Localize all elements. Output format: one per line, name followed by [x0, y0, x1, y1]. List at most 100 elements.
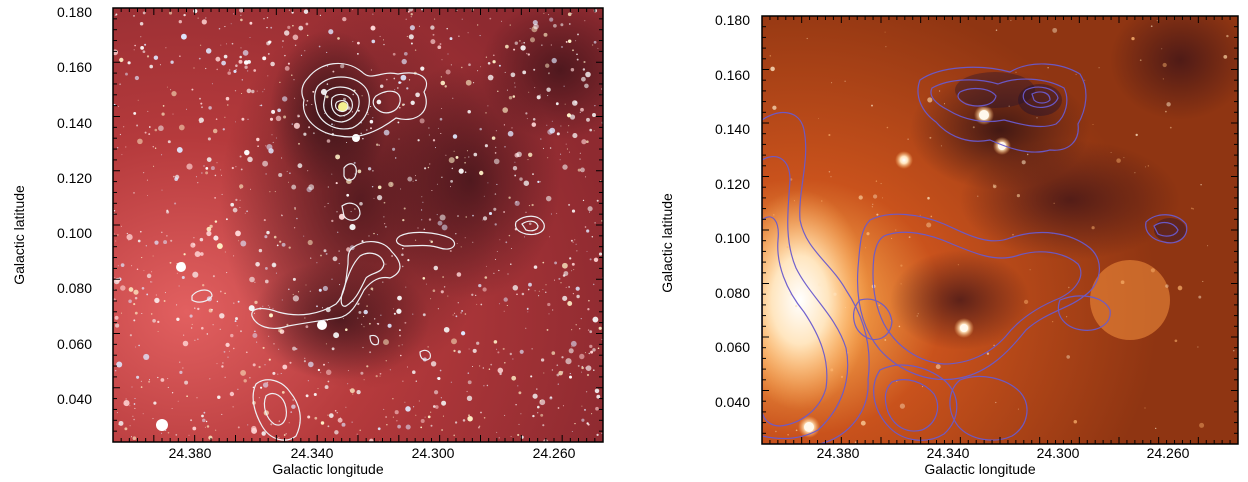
star	[451, 167, 454, 170]
star	[310, 257, 312, 259]
star	[449, 186, 452, 188]
star	[342, 97, 347, 101]
star	[362, 138, 364, 140]
star	[376, 322, 378, 324]
star	[1202, 280, 1204, 282]
star	[405, 286, 407, 288]
star	[264, 364, 266, 366]
star	[577, 168, 581, 172]
star	[183, 13, 186, 17]
star	[574, 239, 576, 241]
star	[373, 232, 375, 235]
star	[595, 406, 599, 411]
star	[519, 177, 523, 181]
star	[292, 293, 294, 295]
star	[133, 111, 137, 115]
star	[167, 378, 169, 380]
star	[212, 128, 218, 134]
star	[117, 147, 119, 149]
star	[206, 226, 212, 232]
star	[832, 288, 835, 290]
star	[208, 106, 212, 110]
star	[574, 422, 576, 425]
star	[1200, 184, 1202, 186]
right-ytick-7: 0.040	[715, 394, 750, 410]
star	[591, 413, 593, 415]
star	[297, 163, 303, 169]
star	[374, 318, 376, 320]
star	[919, 214, 921, 216]
star	[154, 240, 159, 245]
star	[1192, 208, 1194, 210]
star	[249, 276, 255, 283]
star	[386, 78, 388, 81]
star	[500, 20, 503, 22]
star	[854, 441, 857, 443]
star	[135, 346, 137, 348]
star	[407, 10, 410, 13]
star	[406, 87, 409, 90]
star	[421, 219, 423, 221]
star	[383, 339, 389, 346]
star	[320, 421, 325, 425]
star	[142, 50, 146, 54]
star	[531, 348, 533, 350]
star	[448, 157, 455, 164]
star	[443, 326, 450, 333]
star	[482, 219, 484, 221]
star	[249, 377, 251, 379]
star	[441, 429, 444, 431]
star	[328, 29, 334, 35]
star	[486, 384, 489, 387]
star	[772, 105, 777, 110]
star	[542, 289, 544, 290]
star	[239, 206, 241, 208]
star	[392, 416, 394, 418]
star	[423, 228, 426, 230]
star	[499, 239, 501, 241]
star	[325, 95, 329, 99]
star	[516, 151, 522, 158]
star	[205, 420, 208, 423]
star	[442, 276, 444, 278]
star	[527, 159, 529, 161]
star	[482, 216, 488, 221]
star	[1165, 284, 1169, 288]
star	[224, 376, 226, 378]
star	[363, 379, 365, 381]
star	[139, 22, 144, 26]
star	[455, 315, 458, 318]
star	[585, 391, 588, 393]
star	[514, 174, 517, 177]
star	[589, 128, 593, 132]
star	[197, 17, 199, 19]
star	[255, 262, 260, 267]
star	[265, 145, 267, 147]
star	[379, 84, 384, 89]
star	[294, 208, 296, 210]
star	[402, 218, 405, 222]
left-panel: 0.180 0.160 0.140 0.120 0.100 0.080 0.06…	[11, 4, 604, 477]
star	[215, 429, 217, 431]
star	[421, 209, 423, 211]
star	[520, 413, 522, 415]
left-axis-ticks	[112, 7, 604, 443]
star	[240, 330, 242, 333]
star	[305, 104, 308, 106]
star	[339, 284, 341, 286]
star	[178, 20, 182, 24]
star	[240, 168, 243, 171]
star	[392, 52, 396, 56]
star	[232, 207, 238, 213]
star	[1155, 427, 1157, 430]
star	[304, 357, 306, 359]
star	[576, 53, 578, 55]
star	[432, 289, 436, 292]
star	[828, 170, 831, 173]
star	[472, 241, 474, 243]
star	[237, 300, 240, 303]
star	[212, 324, 214, 326]
star	[317, 388, 319, 390]
star	[256, 90, 258, 92]
star	[507, 130, 514, 137]
